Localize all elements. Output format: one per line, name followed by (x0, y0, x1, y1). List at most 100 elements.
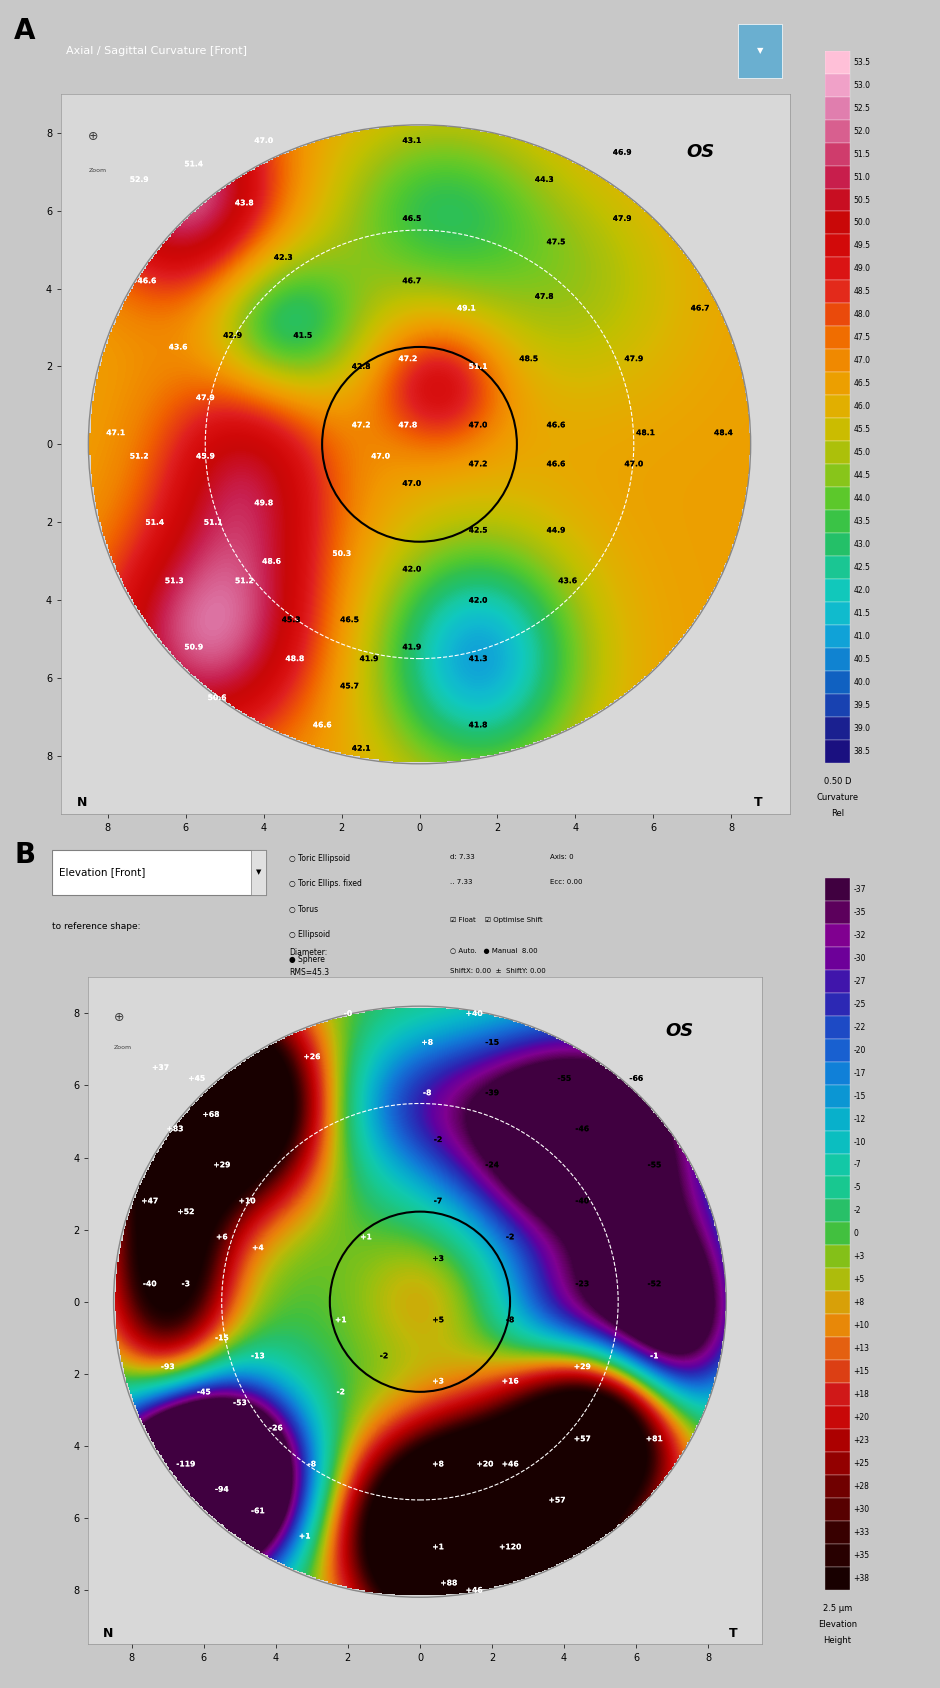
Bar (825, 280, 850, 304)
Text: -40: -40 (143, 1280, 156, 1288)
Bar (825, 694, 850, 717)
Text: 0: 0 (854, 1229, 858, 1239)
Bar (825, 120, 850, 142)
Bar (825, 625, 850, 648)
Bar (825, 1246, 850, 1268)
Bar (825, 419, 850, 441)
Bar (825, 1521, 850, 1545)
Text: 46.6: 46.6 (313, 721, 332, 729)
Text: -2: -2 (506, 1232, 514, 1241)
Text: 45.9: 45.9 (196, 451, 214, 461)
Text: Rel: Rel (831, 809, 844, 819)
Text: -40: -40 (575, 1197, 589, 1205)
Text: 41.5: 41.5 (854, 609, 870, 618)
Text: 53.5: 53.5 (854, 57, 870, 66)
Bar (825, 1062, 850, 1085)
Text: 43.6: 43.6 (558, 576, 577, 586)
Text: 46.0: 46.0 (854, 402, 870, 412)
Text: +35: +35 (854, 1551, 870, 1560)
Text: 47.2: 47.2 (352, 420, 370, 429)
Text: 42.8: 42.8 (352, 361, 370, 371)
Text: RMS=45.3: RMS=45.3 (290, 967, 329, 977)
Text: +4: +4 (252, 1242, 263, 1252)
Text: 52.0: 52.0 (854, 127, 870, 135)
Text: ShiftX: 0.00  ±  ShiftY: 0.00: ShiftX: 0.00 ± ShiftY: 0.00 (450, 967, 546, 974)
Text: ⊕: ⊕ (88, 130, 99, 143)
Text: d: 7.33: d: 7.33 (450, 854, 475, 861)
Bar (825, 510, 850, 533)
Text: -1: -1 (650, 1352, 658, 1361)
Bar (825, 1177, 850, 1200)
Text: +30: +30 (854, 1506, 870, 1514)
Text: +57: +57 (573, 1435, 590, 1443)
Text: 48.5: 48.5 (519, 354, 538, 363)
Text: 49.1: 49.1 (457, 304, 476, 312)
Text: -20: -20 (854, 1045, 866, 1055)
Text: Diameter:: Diameter: (290, 949, 327, 957)
Text: -24: -24 (485, 1160, 499, 1170)
Bar (825, 901, 850, 923)
Text: +8: +8 (854, 1298, 865, 1308)
Text: 50.6: 50.6 (208, 694, 227, 702)
Text: 51.0: 51.0 (854, 172, 870, 182)
Bar (825, 235, 850, 258)
Text: +46: +46 (465, 1585, 482, 1595)
Text: 45.7: 45.7 (340, 682, 359, 690)
Bar (825, 555, 850, 579)
Text: 47.8: 47.8 (535, 292, 554, 300)
Text: -8: -8 (423, 1089, 431, 1097)
Bar (825, 96, 850, 120)
Text: A: A (14, 17, 36, 46)
Bar (825, 395, 850, 419)
Text: Curvature: Curvature (817, 793, 858, 802)
Text: 51.5: 51.5 (854, 150, 870, 159)
Text: -27: -27 (854, 977, 866, 986)
Text: -2: -2 (337, 1388, 345, 1396)
Text: 46.5: 46.5 (402, 214, 421, 223)
Text: -32: -32 (854, 930, 866, 940)
Text: ▼: ▼ (757, 46, 763, 56)
Bar (825, 304, 850, 326)
Bar (825, 1430, 850, 1452)
Text: +46: +46 (502, 1460, 519, 1469)
Text: .. 7.33: .. 7.33 (450, 879, 473, 886)
Text: +10: +10 (239, 1197, 256, 1205)
Bar (825, 1361, 850, 1382)
Text: -5: -5 (854, 1183, 861, 1192)
Text: 51.1: 51.1 (469, 361, 487, 371)
Bar (738, 24, 782, 78)
Text: -2: -2 (380, 1352, 388, 1361)
Text: 52.5: 52.5 (854, 103, 870, 113)
Text: -25: -25 (854, 999, 866, 1009)
Text: -12: -12 (854, 1114, 866, 1124)
Text: 47.9: 47.9 (196, 393, 214, 402)
Bar (825, 1107, 850, 1131)
Bar (825, 533, 850, 555)
Text: -7: -7 (854, 1160, 861, 1170)
Text: +13: +13 (854, 1344, 870, 1354)
Bar (825, 672, 850, 694)
Text: -37: -37 (854, 885, 866, 893)
Text: 42.1: 42.1 (352, 744, 370, 753)
Bar (825, 1268, 850, 1291)
Text: -94: -94 (215, 1485, 228, 1494)
Text: 50.0: 50.0 (854, 218, 870, 228)
Text: 40.0: 40.0 (854, 679, 870, 687)
Text: -52: -52 (648, 1280, 661, 1288)
Text: 44.5: 44.5 (854, 471, 870, 481)
Text: ☑ Float    ☑ Optimise Shift: ☑ Float ☑ Optimise Shift (450, 918, 542, 923)
Text: 47.9: 47.9 (613, 214, 632, 223)
Bar (825, 1085, 850, 1107)
Text: 41.3: 41.3 (469, 653, 487, 663)
Bar (825, 349, 850, 373)
Bar (825, 326, 850, 349)
Bar (825, 993, 850, 1016)
Text: -46: -46 (575, 1124, 589, 1133)
Bar (825, 739, 850, 763)
Text: -8: -8 (506, 1315, 514, 1325)
Text: 51.3: 51.3 (164, 576, 183, 586)
Text: 47.2: 47.2 (468, 459, 487, 468)
Bar (825, 1545, 850, 1566)
Text: 52.9: 52.9 (130, 176, 149, 184)
Text: ○ Toric Ellipsoid: ○ Toric Ellipsoid (290, 854, 351, 863)
